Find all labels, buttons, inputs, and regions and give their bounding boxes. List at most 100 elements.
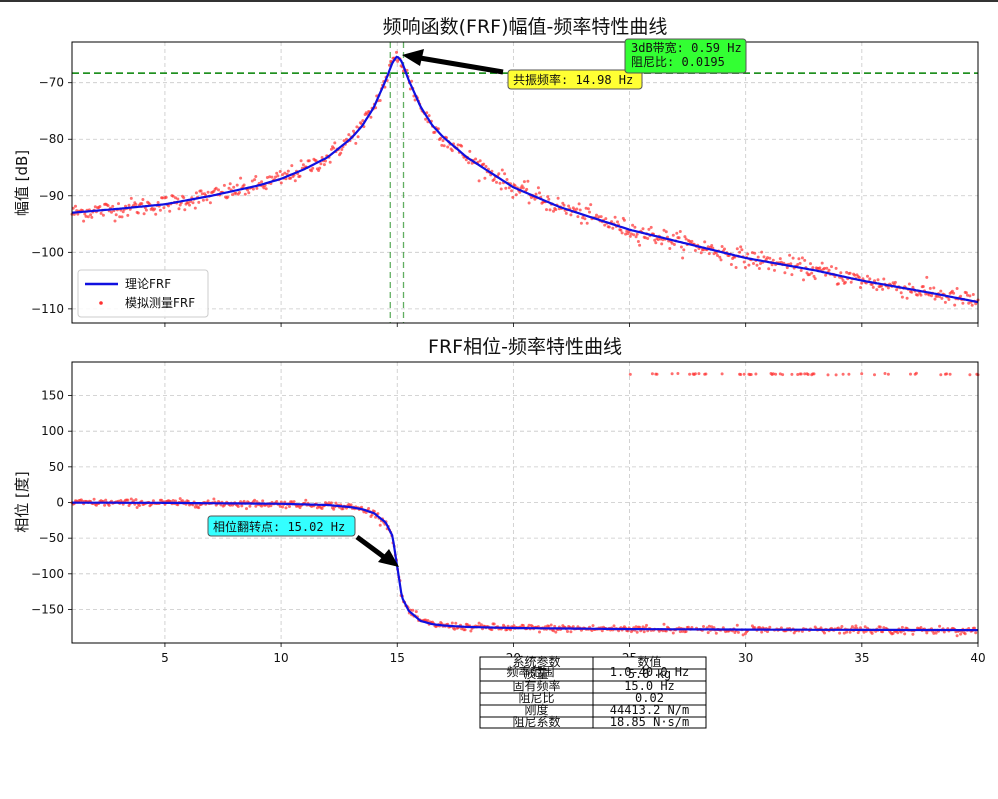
measured-point [930,294,933,298]
measured-point [768,625,772,629]
measured-point [526,179,530,183]
measured-point [610,220,614,224]
measured-point [549,623,553,627]
phase-ytick-label: −100 [31,567,64,581]
measured-point [629,232,633,236]
measured-point [848,271,852,275]
measured-point [799,269,803,272]
measured-point [253,498,257,502]
measured-point [642,630,646,634]
measured-point [510,189,514,193]
measured-point [803,258,807,262]
magnitude-plot [70,42,980,323]
measured-point [453,627,457,631]
measured-point [176,197,180,201]
measured-point [866,274,869,278]
measured-point [395,50,398,54]
measured-point [747,263,751,267]
measured-point [456,143,460,147]
measured-point [236,505,240,508]
measured-point [292,500,296,504]
magnitude-ytick-label: −80 [39,132,64,146]
measured-point [600,629,604,633]
measured-point [206,190,210,194]
measured-point [426,619,430,622]
measured-point [505,178,509,181]
measured-point [84,214,88,218]
measured-point [138,504,141,507]
measured-point [279,181,283,185]
measured-point [238,191,241,194]
measured-point [142,212,146,216]
measured-point [785,266,789,270]
measured-point [699,251,703,255]
measured-point [870,283,874,286]
measured-point [546,195,550,199]
measured-point [134,203,138,206]
measured-point [755,263,759,267]
measured-point [632,233,636,237]
measured-point [265,176,269,179]
measured-point [871,285,875,289]
measured-point [208,201,212,205]
measured-point [853,273,857,277]
measured-point [641,625,645,629]
measured-point [239,500,243,504]
measured-point [547,197,551,201]
table-cell-value: 0.02 [635,691,664,705]
measured-point [810,271,814,275]
measured-point [304,498,308,502]
measured-point [710,625,714,629]
measured-point [479,623,483,627]
measured-point [681,629,685,633]
measured-point [603,223,607,227]
measured-point [117,202,120,206]
table-cell-param: 阻尼比 [518,691,554,705]
measured-point [743,266,747,269]
measured-point [424,117,428,121]
measured-point [441,139,445,143]
measured-point [778,257,782,261]
measured-point [899,630,903,634]
measured-point [881,287,885,291]
measured-point [899,291,903,295]
measured-point [320,156,324,159]
measured-point [678,630,682,634]
measured-point [768,256,772,260]
measured-point [140,202,144,206]
measured-point [968,373,972,377]
measured-point [369,115,373,119]
measured-point [469,629,473,633]
measured-point [934,631,938,635]
measured-point [161,196,165,200]
measured-point [746,252,750,256]
measured-point [129,196,133,200]
measured-point [716,254,719,257]
measured-point [439,136,443,140]
measured-point [492,178,496,181]
measured-point [870,631,874,635]
measured-point [468,149,472,153]
measured-point [342,139,346,143]
measured-point [882,277,886,281]
measured-point [235,183,239,187]
legend-dot-swatch [99,301,103,305]
measured-point [690,626,694,629]
measured-point [827,268,831,272]
measured-point [310,169,314,173]
measured-point [774,372,778,376]
measured-point [803,372,807,376]
measured-point [533,197,537,201]
measured-point [845,270,849,274]
measured-point [943,300,947,304]
table-cell-param: 频率范围 [506,664,554,679]
measured-point [742,372,746,376]
measured-point [961,301,965,305]
measured-point [521,186,525,190]
measured-point [227,186,231,190]
measured-point [664,230,668,234]
measured-point [201,198,205,202]
measured-point [818,266,822,270]
measured-point [322,163,326,167]
